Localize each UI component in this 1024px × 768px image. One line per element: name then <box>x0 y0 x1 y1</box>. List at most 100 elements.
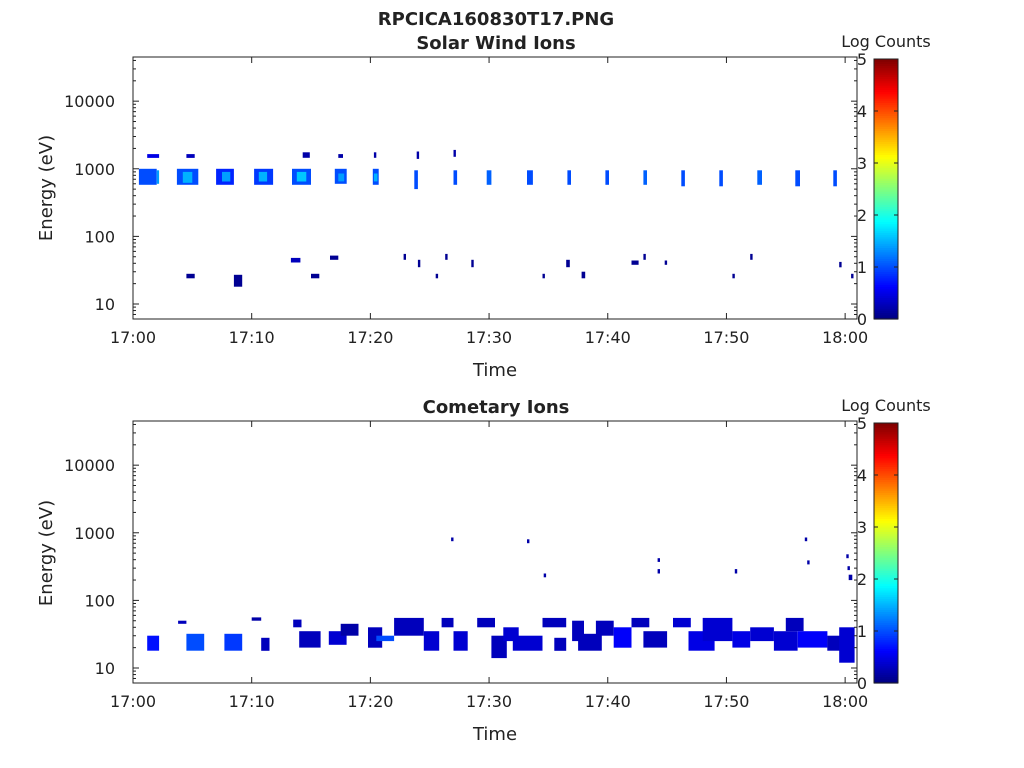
colorbar-segment <box>874 596 898 600</box>
colorbar-segment <box>874 108 898 112</box>
colorbar-segment <box>874 256 898 259</box>
colorbar-segment <box>874 154 898 158</box>
colorbar-segment <box>874 557 898 561</box>
heatmap-cell <box>186 633 205 651</box>
y-axis-label: Energy (eV) <box>36 135 57 241</box>
colorbar-segment <box>874 290 898 294</box>
heatmap-cell <box>566 259 570 268</box>
colorbar-segment <box>874 537 898 541</box>
colorbar-segment <box>874 262 898 266</box>
heatmap-cell <box>296 171 307 182</box>
colorbar-segment <box>874 633 898 636</box>
colorbar-segment <box>874 308 898 311</box>
colorbar-segment <box>874 602 898 606</box>
heatmap-cell <box>417 259 421 268</box>
colorbar-segment <box>874 501 898 504</box>
colorbar-segment <box>874 78 898 82</box>
y-tick-label: 10 <box>95 659 115 678</box>
colorbar-segment <box>874 609 898 613</box>
colorbar-segment <box>874 667 898 671</box>
colorbar-segment <box>874 212 898 216</box>
colorbar-segment <box>874 293 898 296</box>
colorbar-segment <box>874 641 898 645</box>
heatmap-cell <box>605 170 609 185</box>
colorbar-segment <box>874 674 898 678</box>
colorbar-segment <box>874 223 898 227</box>
heatmap-cell <box>340 623 359 636</box>
colorbar-segment <box>874 605 898 608</box>
heatmap-cell <box>613 627 632 648</box>
x-tick-label: 18:00 <box>822 328 868 347</box>
colorbar-segment <box>874 657 898 660</box>
x-tick-label: 17:40 <box>585 692 631 711</box>
colorbar-segment <box>874 260 898 264</box>
colorbar-segment <box>874 520 898 524</box>
heatmap-cell <box>416 151 420 159</box>
colorbar-segment <box>874 542 898 545</box>
plot-frame <box>132 420 858 684</box>
colorbar-segment <box>874 130 898 134</box>
colorbar-segment <box>874 234 898 238</box>
colorbar-segment <box>874 527 898 530</box>
colorbar-segment <box>874 587 898 591</box>
colorbar-segment <box>874 561 898 565</box>
colorbar-segment <box>874 488 898 491</box>
plot-frame <box>132 56 858 320</box>
colorbar-segment <box>874 613 898 617</box>
heatmap-cell <box>643 631 668 648</box>
colorbar-segment <box>874 635 898 639</box>
colorbar-tick-label: 3 <box>857 154 867 173</box>
colorbar-tick-label: 4 <box>857 466 867 485</box>
colorbar-segment <box>874 518 898 522</box>
colorbar-segment <box>874 301 898 305</box>
heatmap-cell <box>734 569 738 574</box>
colorbar-segment <box>874 659 898 662</box>
colorbar-segment <box>874 529 898 532</box>
colorbar-segment <box>874 232 898 236</box>
colorbar-segment <box>874 230 898 233</box>
colorbar-segment <box>874 89 898 93</box>
colorbar-segment <box>874 273 898 277</box>
heatmap-cell <box>299 631 321 648</box>
heatmap-cell <box>186 273 195 279</box>
x-tick-label: 17:10 <box>229 328 275 347</box>
colorbar-segment <box>874 466 898 470</box>
colorbar-segment <box>874 288 898 292</box>
colorbar-segment <box>874 269 898 272</box>
panel-title: Cometary Ions <box>423 397 570 418</box>
colorbar-segment <box>874 282 898 285</box>
heatmap-cell <box>251 617 262 621</box>
colorbar-segment <box>874 204 898 207</box>
heatmap-cell <box>543 573 547 578</box>
heatmap-cell <box>578 633 602 651</box>
solar-wind-panel: Solar Wind Ions 17:00 17:10 17:20 17:30 17:4… <box>36 32 931 381</box>
heatmap-cell <box>338 154 343 158</box>
x-tick-label: 17:30 <box>466 692 512 711</box>
panel-title: Solar Wind Ions <box>416 33 575 54</box>
colorbar-segment <box>874 80 898 84</box>
colorbar-segment <box>874 535 898 539</box>
colorbar-segment <box>874 423 898 426</box>
colorbar-segment <box>874 280 898 283</box>
cometary-panel: Cometary Ions 17:00 17:10 17:20 17:30 17:40 1… <box>36 396 931 745</box>
colorbar-segment <box>874 581 898 584</box>
colorbar-segment <box>874 217 898 220</box>
heatmap-cell <box>595 620 614 636</box>
colorbar-segment <box>874 245 898 249</box>
colorbar-segment <box>874 165 898 168</box>
colorbar-tick-label: 2 <box>857 206 867 225</box>
heatmap-cell <box>156 170 160 184</box>
colorbar-tick-label: 3 <box>857 518 867 537</box>
colorbar-segment <box>874 505 898 509</box>
colorbar-segment <box>874 76 898 80</box>
colorbar-segment <box>874 611 898 615</box>
colorbar-segment <box>874 225 898 229</box>
colorbar-segment <box>874 429 898 433</box>
colorbar-segment <box>874 275 898 279</box>
colorbar-segment <box>874 498 898 502</box>
colorbar-segment <box>874 249 898 253</box>
heatmap-cell <box>423 631 440 651</box>
colorbar-segment <box>874 202 898 205</box>
colorbar-segment <box>874 615 898 619</box>
colorbar-segment <box>874 314 898 318</box>
